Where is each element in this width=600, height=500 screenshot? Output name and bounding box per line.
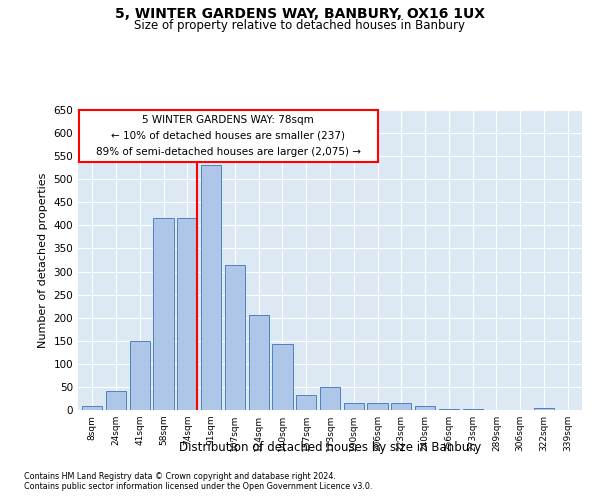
Text: Distribution of detached houses by size in Banbury: Distribution of detached houses by size … xyxy=(179,441,481,454)
Bar xyxy=(344,402,364,410)
Bar xyxy=(177,218,197,410)
Bar xyxy=(296,395,316,410)
Bar xyxy=(248,316,269,410)
Text: 5, WINTER GARDENS WAY, BANBURY, OX16 1UX: 5, WINTER GARDENS WAY, BANBURY, OX16 1UX xyxy=(115,8,485,22)
Bar xyxy=(415,406,435,410)
Bar xyxy=(367,403,388,410)
Bar xyxy=(201,166,221,410)
Text: Contains public sector information licensed under the Open Government Licence v3: Contains public sector information licen… xyxy=(24,482,373,491)
Text: Contains HM Land Registry data © Crown copyright and database right 2024.: Contains HM Land Registry data © Crown c… xyxy=(24,472,336,481)
Bar xyxy=(463,409,483,410)
Text: 89% of semi-detached houses are larger (2,075) →: 89% of semi-detached houses are larger (… xyxy=(96,147,361,157)
Bar xyxy=(534,408,554,410)
Bar xyxy=(439,408,459,410)
FancyBboxPatch shape xyxy=(79,110,377,162)
Bar xyxy=(320,387,340,410)
Y-axis label: Number of detached properties: Number of detached properties xyxy=(38,172,48,348)
Bar xyxy=(106,390,126,410)
Bar xyxy=(391,403,412,410)
Bar xyxy=(272,344,293,410)
Text: 5 WINTER GARDENS WAY: 78sqm: 5 WINTER GARDENS WAY: 78sqm xyxy=(142,114,314,124)
Text: ← 10% of detached houses are smaller (237): ← 10% of detached houses are smaller (23… xyxy=(112,131,346,141)
Bar xyxy=(154,218,173,410)
Bar xyxy=(225,264,245,410)
Bar xyxy=(130,341,150,410)
Bar xyxy=(82,406,103,410)
Text: Size of property relative to detached houses in Banbury: Size of property relative to detached ho… xyxy=(134,19,466,32)
